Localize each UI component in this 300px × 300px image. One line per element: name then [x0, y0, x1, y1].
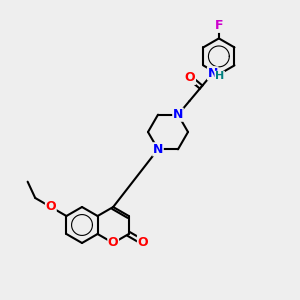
Text: O: O [185, 71, 195, 84]
Text: H: H [215, 71, 224, 81]
Text: O: O [108, 236, 119, 250]
Text: O: O [137, 236, 148, 249]
Text: O: O [46, 200, 56, 214]
Text: N: N [208, 67, 218, 80]
Text: F: F [214, 19, 223, 32]
Text: N: N [173, 108, 183, 121]
Text: N: N [153, 143, 163, 156]
